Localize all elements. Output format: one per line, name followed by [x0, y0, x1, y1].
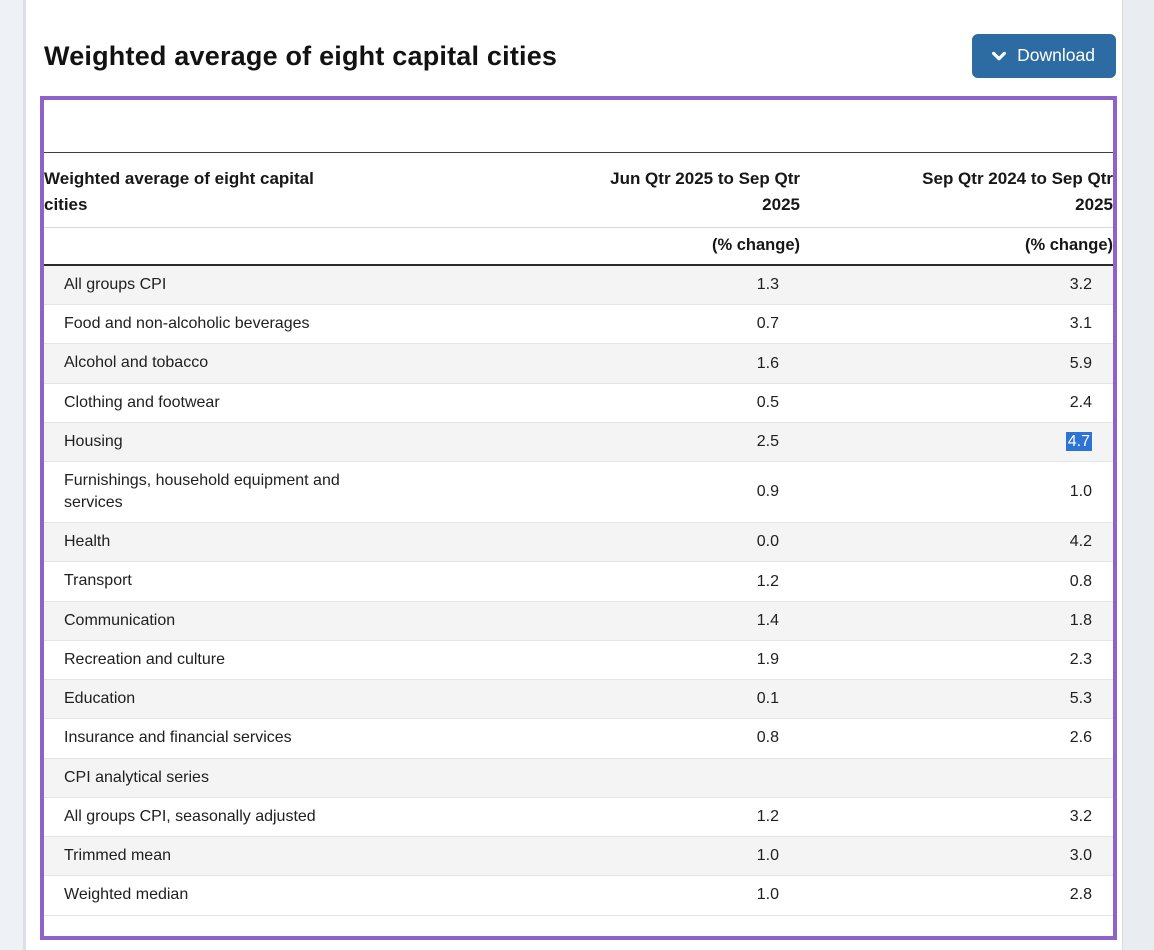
quarterly-change-value [560, 758, 800, 798]
subheader-quarterly-units: (% change) [560, 227, 800, 266]
quarterly-change-value: 1.2 [560, 561, 800, 602]
row-label: Insurance and financial services [44, 718, 560, 759]
annual-change-value: 3.0 [800, 836, 1113, 877]
table-header-row: Weighted average of eight capital cities… [44, 152, 1113, 228]
main-content: Weighted average of eight capital cities… [26, 0, 1122, 950]
table-row: Alcohol and tobacco 1.6 5.9 [44, 343, 1113, 384]
annual-change-value: 0.8 [800, 561, 1113, 602]
column-header-region: Weighted average of eight capital cities [44, 152, 560, 228]
table-row: Insurance and financial services 0.8 2.6 [44, 718, 1113, 759]
row-label: Housing [44, 422, 560, 463]
table-row: Housing 2.5 4.7 [44, 422, 1113, 463]
annual-change-value: 2.4 [800, 383, 1113, 423]
table-row: All groups CPI 1.3 3.2 [44, 265, 1113, 306]
annual-change-value: 3.1 [800, 304, 1113, 345]
quarterly-change-value: 1.2 [560, 797, 800, 838]
table-row: Food and non-alcoholic beverages 0.7 3.1 [44, 304, 1113, 345]
row-label: CPI analytical series [44, 758, 560, 798]
annual-change-value: 2.3 [800, 640, 1113, 681]
table-body: All groups CPI 1.3 3.2 Food and non-alcohol… [44, 265, 1113, 916]
annual-change-value [800, 758, 1113, 798]
annual-change-value: 5.9 [800, 343, 1113, 384]
annual-change-value: 5.3 [800, 679, 1113, 720]
table-header: Weighted average of eight capital cities… [44, 152, 1113, 266]
table-row: Furnishings, household equipment and ser… [44, 461, 1113, 524]
chevron-down-icon [991, 48, 1007, 64]
table-row: Recreation and culture 1.9 2.3 [44, 640, 1113, 681]
subheader-empty [44, 227, 560, 266]
annual-change-value: 4.7 [800, 422, 1113, 463]
table-row: Clothing and footwear 0.5 2.4 [44, 383, 1113, 423]
cpi-data-table: Weighted average of eight capital cities… [44, 152, 1113, 916]
row-label: Education [44, 679, 560, 720]
annual-change-value: 1.8 [800, 601, 1113, 641]
selected-value: 4.7 [1065, 432, 1092, 452]
annual-change-value: 3.2 [800, 265, 1113, 306]
table-row: Transport 1.2 0.8 [44, 561, 1113, 602]
quarterly-change-value: 1.0 [560, 836, 800, 877]
right-page-gutter [1122, 0, 1154, 950]
quarterly-change-value: 0.8 [560, 718, 800, 759]
row-label: Alcohol and tobacco [44, 343, 560, 384]
quarterly-change-value: 0.9 [560, 461, 800, 524]
quarterly-change-value: 0.1 [560, 679, 800, 720]
table-row: Health 0.0 4.2 [44, 522, 1113, 563]
page-title: Weighted average of eight capital cities [44, 40, 558, 71]
quarterly-change-value: 2.5 [560, 422, 800, 463]
annual-change-value: 2.6 [800, 718, 1113, 759]
left-page-gutter [0, 0, 26, 950]
column-header-annual-change: Sep Qtr 2024 to Sep Qtr 2025 [800, 152, 1113, 228]
row-label: Transport [44, 561, 560, 602]
table-subheader-row: (% change) (% change) [44, 227, 1113, 266]
download-button-label: Download [1017, 45, 1095, 65]
row-label: Weighted median [44, 875, 560, 916]
quarterly-change-value: 0.5 [560, 383, 800, 423]
row-label: All groups CPI, seasonally adjusted [44, 797, 560, 838]
table-row: Weighted median 1.0 2.8 [44, 875, 1113, 916]
quarterly-change-value: 1.9 [560, 640, 800, 681]
row-label: All groups CPI [44, 265, 560, 306]
quarterly-change-value: 0.7 [560, 304, 800, 345]
row-label: Food and non-alcoholic beverages [44, 304, 560, 345]
row-label: Furnishings, household equipment and ser… [44, 461, 560, 524]
table-selection-frame: Weighted average of eight capital cities… [40, 96, 1117, 940]
table-row: Communication 1.4 1.8 [44, 601, 1113, 641]
quarterly-change-value: 1.6 [560, 343, 800, 384]
row-label: Communication [44, 601, 560, 641]
quarterly-change-value: 1.0 [560, 875, 800, 916]
row-label: Recreation and culture [44, 640, 560, 681]
table-row: All groups CPI, seasonally adjusted 1.2 3.… [44, 797, 1113, 838]
table-row: CPI analytical series [44, 758, 1113, 798]
row-label: Trimmed mean [44, 836, 560, 877]
row-label: Health [44, 522, 560, 563]
column-header-quarterly-change: Jun Qtr 2025 to Sep Qtr 2025 [560, 152, 800, 228]
row-label: Clothing and footwear [44, 383, 560, 423]
quarterly-change-value: 0.0 [560, 522, 800, 563]
quarterly-change-value: 1.4 [560, 601, 800, 641]
annual-change-value: 2.8 [800, 875, 1113, 916]
table-row: Trimmed mean 1.0 3.0 [44, 836, 1113, 877]
download-button[interactable]: Download [972, 34, 1116, 78]
page-header: Weighted average of eight capital cities… [26, 0, 1122, 78]
annual-change-value: 3.2 [800, 797, 1113, 838]
annual-change-value: 1.0 [800, 461, 1113, 524]
annual-change-value: 4.2 [800, 522, 1113, 563]
table-row: Education 0.1 5.3 [44, 679, 1113, 720]
quarterly-change-value: 1.3 [560, 265, 800, 306]
subheader-annual-units: (% change) [800, 227, 1113, 266]
